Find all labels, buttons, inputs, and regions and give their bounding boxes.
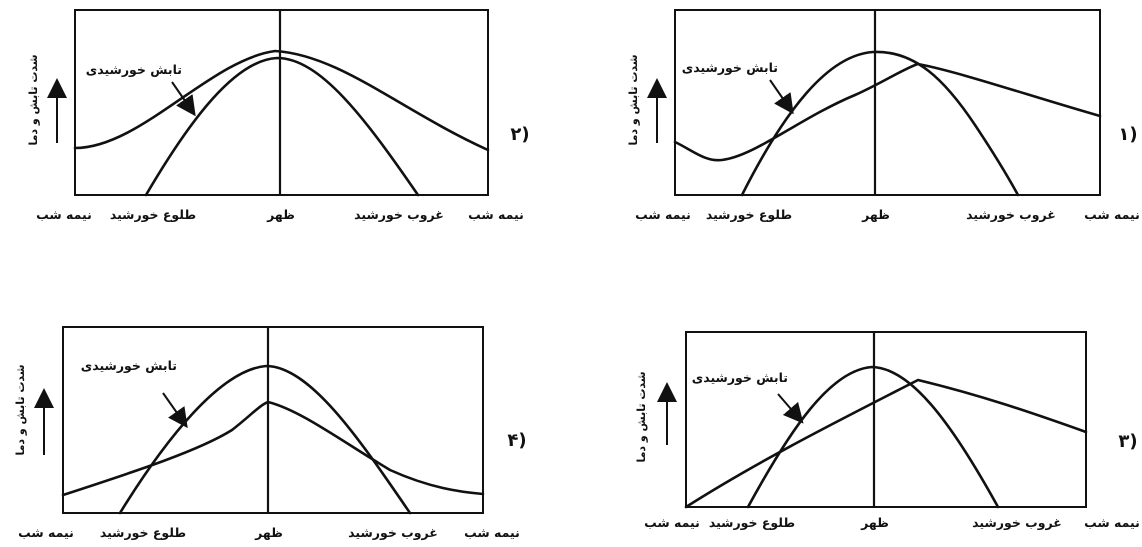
panel-1-curve-label: تابش خورشیدی	[682, 60, 778, 75]
panel-2-tick-sunset: غروب خورشید	[354, 207, 444, 222]
panel-4-frame	[62, 326, 484, 514]
panel-3-tick-midnight-start: نیمه شب	[644, 515, 700, 530]
panel-1-option-label: ۱)	[1118, 124, 1137, 145]
panel-1-frame	[674, 9, 1101, 196]
panel-1-tick-midnight-end: نیمه شب	[1084, 207, 1140, 222]
panel-4-tick-sunset: غروب خورشید	[348, 525, 438, 540]
panel-3-temperature-curve	[684, 378, 1088, 509]
panel-2-tick-midnight-start: نیمه شب	[36, 207, 92, 222]
panel-4-tick-midnight-end: نیمه شب	[464, 525, 520, 540]
panel-4-option-label: ۴)	[507, 430, 526, 451]
panel-1-radiation-curve	[740, 50, 1020, 197]
panel-2-frame	[74, 9, 489, 196]
panel-3-radiation-curve	[746, 365, 1000, 509]
panel-3-curve-label: تابش خورشیدی	[692, 370, 788, 385]
panel-2-tick-noon: ظهر	[266, 207, 295, 222]
panel-4-y-axis-label: شدت تابش و دما	[14, 364, 27, 455]
panel-1-y-axis-label: شدت تابش و دما	[627, 54, 640, 145]
panel-2-temperature-curve	[73, 49, 490, 152]
panel-1-tick-midnight-start: نیمه شب	[635, 207, 691, 222]
panel-3-tick-noon: ظهر	[860, 515, 889, 530]
panel-2-tick-sunrise: طلوع خورشید	[110, 207, 196, 222]
panel-3-label-arrow	[777, 393, 804, 424]
panel-option-2: تابش خورشیدی شدت تابش و دما ۲) نیمه شب غ…	[27, 9, 530, 222]
panel-1-temperature-curve	[673, 62, 1102, 162]
panel-3-option-label: ۳)	[1118, 431, 1137, 452]
panel-4-tick-midnight-start: نیمه شب	[18, 525, 74, 540]
panel-4-tick-sunrise: طلوع خورشید	[100, 525, 186, 540]
panel-2-label-arrow	[171, 81, 196, 117]
panel-3-tick-midnight-end: نیمه شب	[1084, 515, 1140, 530]
panel-3-y-axis-label: شدت تابش و دما	[635, 371, 648, 462]
panel-2-radiation-curve	[144, 56, 420, 197]
panel-option-1: تابش خورشیدی شدت تابش و دما ۱) نیمه شب غ…	[627, 9, 1140, 222]
panel-option-4: تابش خورشیدی شدت تابش و دما ۴) نیمه شب غ…	[14, 326, 527, 540]
panel-2-tick-midnight-end: نیمه شب	[468, 207, 524, 222]
panel-1-tick-noon: ظهر	[861, 207, 890, 222]
panel-2-option-label: ۲)	[510, 124, 529, 145]
panel-4-tick-noon: ظهر	[254, 525, 283, 540]
panel-3-tick-sunset: غروب خورشید	[972, 515, 1062, 530]
panel-2-y-axis-label: شدت تابش و دما	[27, 54, 40, 145]
panel-1-tick-sunset: غروب خورشید	[966, 207, 1056, 222]
panel-2-curve-label: تابش خورشیدی	[86, 62, 182, 77]
panel-1-tick-sunrise: طلوع خورشید	[706, 207, 792, 222]
panel-4-radiation-curve	[118, 364, 412, 515]
panel-3-tick-sunrise: طلوع خورشید	[709, 515, 795, 530]
panel-4-curve-label: تابش خورشیدی	[81, 358, 177, 373]
panel-option-3: تابش خورشیدی شدت تابش و دما ۳) نیمه شب غ…	[635, 331, 1140, 530]
panel-4-temperature-curve	[61, 400, 485, 497]
panel-3-frame	[685, 331, 1087, 508]
panel-1-label-arrow	[769, 79, 794, 115]
panel-4-label-arrow	[162, 392, 188, 429]
